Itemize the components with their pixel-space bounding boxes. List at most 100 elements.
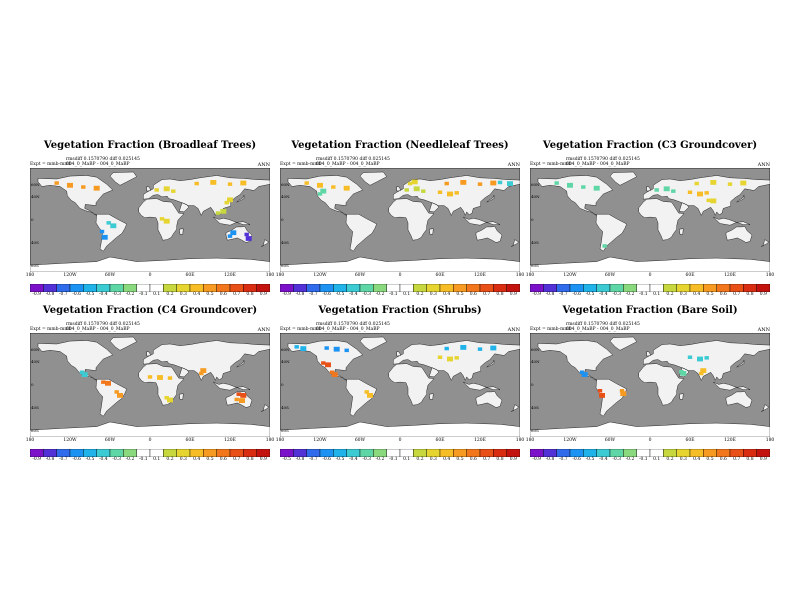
lon-tick-label: 120W (63, 273, 77, 278)
colorbar-swatch (506, 284, 520, 292)
colorbar-swatch (69, 284, 84, 292)
colorbar-swatch (56, 449, 71, 457)
map-plot (530, 333, 770, 437)
anomaly-cell (101, 234, 108, 240)
anomaly-cell (101, 380, 106, 384)
colorbar-swatch (293, 284, 307, 292)
lon-tick-label: 60W (604, 273, 616, 278)
expt-label: Expt = mmb-mmb (280, 162, 322, 167)
colorbar-label: -0.6 (72, 292, 82, 297)
continent-eurasia (643, 175, 770, 216)
colorbar-label: 0.6 (469, 457, 477, 462)
lon-tick-label: 120E (724, 273, 736, 278)
expt-label: Expt = mmb-mmb (280, 327, 322, 332)
colorbar-label: -0.8 (295, 457, 305, 462)
colorbar-label: 0.3 (679, 457, 687, 462)
colorbar-label: -0.9 (32, 292, 42, 297)
colorbar-label: -0.6 (572, 457, 582, 462)
panel-title: Vegetation Fraction (C3 Groundcover) (542, 140, 758, 151)
continent-africa (388, 198, 435, 241)
panel-title: Vegetation Fraction (C4 Groundcover) (42, 305, 258, 316)
colorbar-label: 0.7 (483, 292, 491, 297)
anomaly-cell (106, 221, 111, 225)
ann-label: ANN (507, 327, 520, 333)
colorbar-label: -0.3 (112, 292, 122, 297)
anomaly-cell (497, 180, 503, 185)
colorbar-swatch (453, 449, 467, 457)
colorbar-swatch (256, 284, 270, 292)
continent-uk (646, 186, 651, 192)
continent-indonesia (463, 216, 501, 226)
colorbar-label: -0.1 (138, 292, 148, 297)
colorbar-label: -0.4 (348, 457, 358, 462)
anomaly-cell (245, 236, 252, 241)
lon-tick-label: 60W (104, 273, 116, 278)
anomaly-cell (364, 390, 369, 394)
continent-antarctica (30, 421, 270, 437)
continent-eurasia (643, 340, 770, 381)
colorbar-swatch (243, 284, 257, 292)
colorbar (530, 284, 770, 292)
colorbar-label: -0.5 (585, 457, 595, 462)
colorbar-label: -0.2 (125, 457, 135, 462)
anomaly-cell (697, 191, 703, 197)
lon-tick-label: 180 (25, 438, 35, 443)
colorbar-swatch (676, 284, 691, 292)
colorbar-swatch (743, 449, 757, 457)
continent-africa (638, 363, 685, 406)
anomaly-cell (687, 355, 693, 359)
colorbar (30, 284, 270, 292)
colorbar-label: 0.8 (246, 292, 254, 297)
continent-indonesia (713, 381, 751, 391)
colorbar-label: -0.3 (112, 457, 122, 462)
colorbar-swatch (216, 449, 231, 457)
lon-tick-label: 180 (515, 438, 525, 443)
lon-tick-label: 120E (224, 273, 236, 278)
continent-antarctica (280, 256, 520, 272)
colorbar-label: -0.9 (532, 457, 542, 462)
panel-c3: Vegetation Fraction (C3 Groundcover) rms… (526, 140, 775, 310)
colorbar-label: 0.3 (429, 292, 437, 297)
lat-tick-label: 60N (31, 347, 40, 353)
anomaly-cell (671, 189, 676, 193)
colorbar-swatch (583, 284, 597, 292)
lat-tick-label: 40N (31, 193, 40, 199)
continent-uk (146, 351, 151, 357)
anomaly-cell (194, 181, 199, 186)
colorbar-swatch (466, 284, 481, 292)
map-plot (30, 168, 270, 272)
continent-south-america (345, 379, 377, 417)
expt-label: Expt = mmb-mmb (30, 327, 72, 332)
continent-new-zealand (761, 239, 770, 247)
colorbar-swatch (493, 284, 507, 292)
anomaly-cell (215, 211, 221, 215)
colorbar-swatch (83, 284, 97, 292)
meta-line2: 004_0_MaBP - 004_0_MaBP (316, 162, 380, 167)
colorbar-swatch (149, 284, 164, 292)
map-plot (30, 333, 270, 437)
continent-north-america (37, 340, 114, 381)
colorbar-label: -0.6 (322, 292, 332, 297)
colorbar-swatch (649, 449, 664, 457)
colorbar-label: 0.8 (246, 457, 254, 462)
lon-tick-label: 0 (398, 438, 402, 443)
anomaly-cell (490, 345, 497, 351)
anomaly-cell (619, 389, 625, 393)
anomaly-cell (333, 346, 340, 352)
colorbar-swatch (556, 449, 571, 457)
colorbar-swatch (453, 284, 467, 292)
lat-tick-label: 0 (531, 382, 534, 387)
lon-tick-label: 60E (685, 273, 695, 278)
lon-tick-label: 60E (185, 273, 195, 278)
anomaly-cell (554, 181, 559, 185)
lat-tick-label: 40S (31, 240, 39, 246)
colorbar-swatch (96, 449, 111, 457)
colorbar-swatch (256, 449, 270, 457)
anomaly-cell (602, 244, 607, 248)
anomaly-cell (344, 348, 349, 353)
colorbar-label: 0.3 (429, 457, 437, 462)
lon-tick-label: 180 (275, 273, 285, 278)
colorbar-swatch (703, 284, 717, 292)
panel-title: Vegetation Fraction (Bare Soil) (562, 305, 738, 316)
continent-madagascar (429, 228, 434, 235)
